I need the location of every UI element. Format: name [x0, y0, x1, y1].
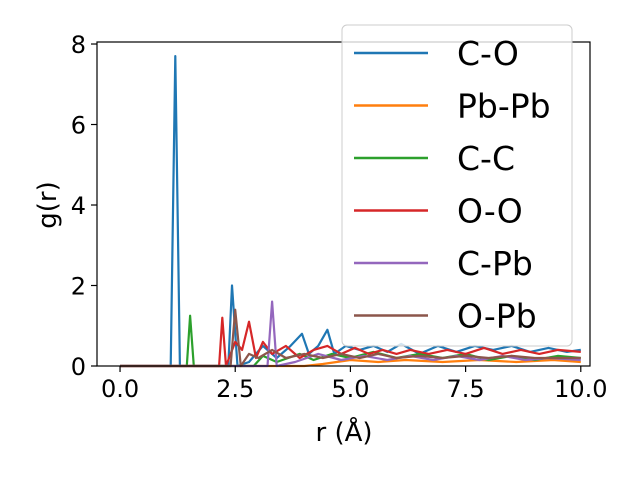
series-line-c-pb [120, 300, 581, 368]
legend-label: C-Pb [457, 244, 533, 283]
y-axis-ticks: 0 2 4 6 8 [71, 31, 97, 381]
x-tick-label: 10.0 [554, 375, 607, 403]
x-tick-label: 2.5 [216, 375, 254, 403]
y-tick-label: 0 [71, 353, 86, 381]
legend-label: O-O [457, 192, 523, 231]
y-tick-label: 8 [71, 31, 86, 59]
y-axis-label: g(r) [33, 181, 63, 228]
legend-label: Pb-Pb [457, 87, 551, 126]
y-tick-label: 2 [71, 273, 86, 301]
x-tick-label: 7.5 [447, 375, 485, 403]
legend-label: C-C [457, 139, 515, 178]
y-tick-label: 6 [71, 112, 86, 140]
legend-label: C-O [457, 34, 519, 73]
x-axis-ticks: 0.0 2.5 5.0 7.5 10.0 [101, 366, 608, 403]
series-line-o-pb [120, 308, 581, 368]
y-tick-label: 4 [71, 192, 86, 220]
legend: C-O Pb-Pb C-C O-O C-Pb O-Pb [341, 24, 573, 347]
x-axis-label: r (Å) [315, 416, 372, 448]
x-tick-label: 5.0 [331, 375, 369, 403]
series-line-pb-pb [120, 358, 581, 368]
legend-label: O-Pb [457, 297, 537, 336]
x-tick-label: 0.0 [101, 375, 139, 403]
